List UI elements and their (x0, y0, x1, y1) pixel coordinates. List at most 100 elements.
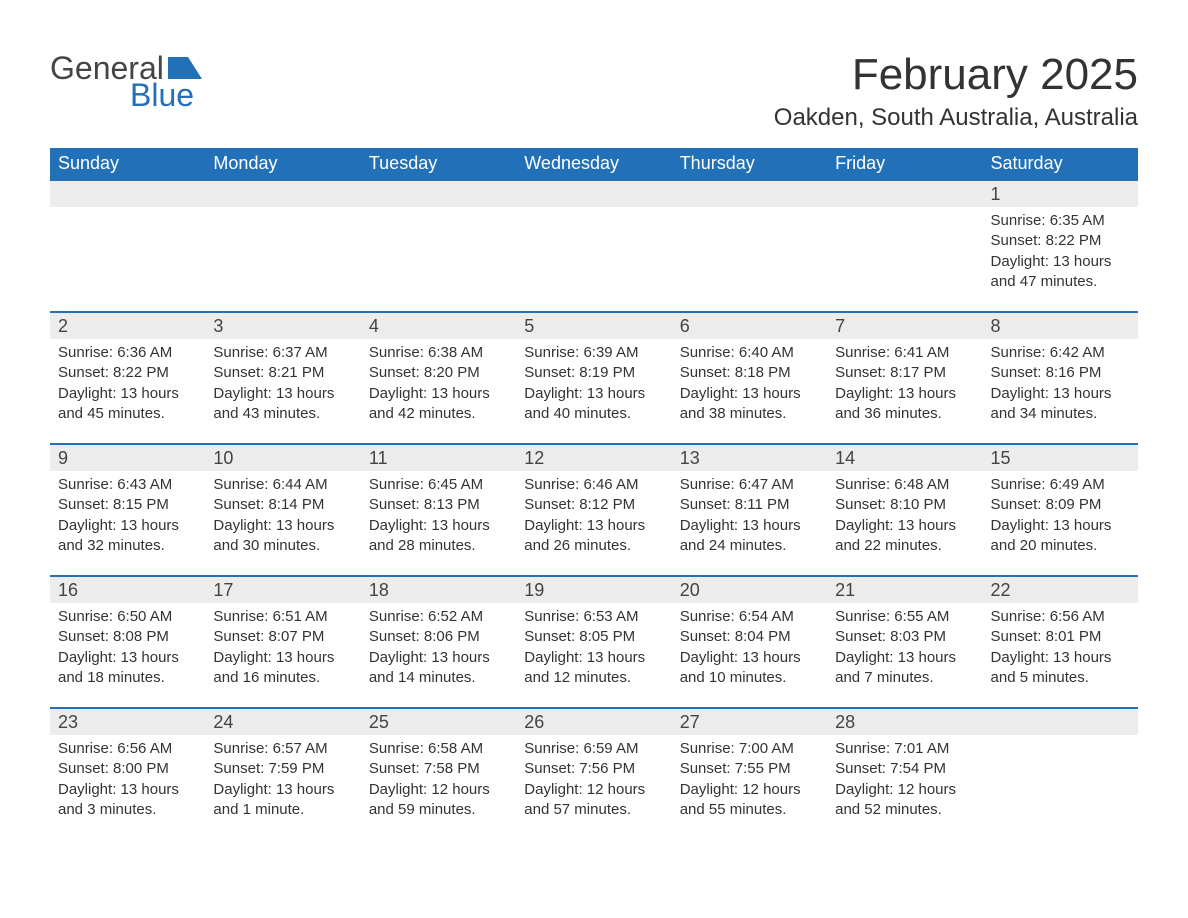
sunset-line: Sunset: 8:08 PM (58, 627, 197, 647)
day-number: 24 (205, 709, 360, 735)
sunset-line: Sunset: 8:11 PM (680, 495, 819, 515)
day-number: 4 (361, 313, 516, 339)
daylight-line: Daylight: 13 hours and 40 minutes. (524, 384, 663, 425)
day-number: 28 (827, 709, 982, 735)
daylight-line: Daylight: 13 hours and 45 minutes. (58, 384, 197, 425)
title-block: February 2025 Oakden, South Australia, A… (774, 50, 1138, 142)
day-cell: 27Sunrise: 7:00 AMSunset: 7:55 PMDayligh… (672, 708, 827, 840)
day-body (50, 207, 205, 217)
sunset-line: Sunset: 8:13 PM (369, 495, 508, 515)
sunset-line: Sunset: 8:03 PM (835, 627, 974, 647)
day-number: 9 (50, 445, 205, 471)
sunset-line: Sunset: 8:07 PM (213, 627, 352, 647)
day-number: 22 (983, 577, 1138, 603)
sunrise-line: Sunrise: 6:37 AM (213, 343, 352, 363)
day-body (827, 207, 982, 217)
daylight-line: Daylight: 13 hours and 24 minutes. (680, 516, 819, 557)
daylight-line: Daylight: 13 hours and 42 minutes. (369, 384, 508, 425)
day-cell: 25Sunrise: 6:58 AMSunset: 7:58 PMDayligh… (361, 708, 516, 840)
sunrise-line: Sunrise: 6:35 AM (991, 211, 1130, 231)
day-cell: 17Sunrise: 6:51 AMSunset: 8:07 PMDayligh… (205, 576, 360, 708)
sunrise-line: Sunrise: 6:57 AM (213, 739, 352, 759)
day-number: 8 (983, 313, 1138, 339)
day-cell: 5 Sunrise: 6:39 AMSunset: 8:19 PMDaylight… (516, 312, 671, 444)
sunset-line: Sunset: 8:09 PM (991, 495, 1130, 515)
day-cell: 16Sunrise: 6:50 AMSunset: 8:08 PMDayligh… (50, 576, 205, 708)
day-number: 5 (516, 313, 671, 339)
day-number (361, 181, 516, 207)
day-body: Sunrise: 6:43 AMSunset: 8:15 PMDaylight:… (50, 471, 205, 562)
sunset-line: Sunset: 8:15 PM (58, 495, 197, 515)
sunrise-line: Sunrise: 6:40 AM (680, 343, 819, 363)
col-saturday: Saturday (983, 148, 1138, 180)
day-body: Sunrise: 6:38 AMSunset: 8:20 PMDaylight:… (361, 339, 516, 430)
day-cell: 19Sunrise: 6:53 AMSunset: 8:05 PMDayligh… (516, 576, 671, 708)
day-body: Sunrise: 6:51 AMSunset: 8:07 PMDaylight:… (205, 603, 360, 694)
col-wednesday: Wednesday (516, 148, 671, 180)
sunset-line: Sunset: 8:10 PM (835, 495, 974, 515)
sunset-line: Sunset: 8:00 PM (58, 759, 197, 779)
sunrise-line: Sunrise: 6:51 AM (213, 607, 352, 627)
day-body: Sunrise: 6:45 AMSunset: 8:13 PMDaylight:… (361, 471, 516, 562)
sunset-line: Sunset: 8:04 PM (680, 627, 819, 647)
day-body: Sunrise: 6:37 AMSunset: 8:21 PMDaylight:… (205, 339, 360, 430)
day-cell: 11Sunrise: 6:45 AMSunset: 8:13 PMDayligh… (361, 444, 516, 576)
col-sunday: Sunday (50, 148, 205, 180)
day-body: Sunrise: 6:56 AMSunset: 8:01 PMDaylight:… (983, 603, 1138, 694)
sunrise-line: Sunrise: 6:55 AM (835, 607, 974, 627)
day-number: 25 (361, 709, 516, 735)
day-body (672, 207, 827, 217)
daylight-line: Daylight: 13 hours and 38 minutes. (680, 384, 819, 425)
day-cell: 10Sunrise: 6:44 AMSunset: 8:14 PMDayligh… (205, 444, 360, 576)
daylight-line: Daylight: 13 hours and 32 minutes. (58, 516, 197, 557)
sunset-line: Sunset: 8:17 PM (835, 363, 974, 383)
week-row: 16Sunrise: 6:50 AMSunset: 8:08 PMDayligh… (50, 576, 1138, 708)
daylight-line: Daylight: 13 hours and 12 minutes. (524, 648, 663, 689)
day-number: 18 (361, 577, 516, 603)
day-number: 1 (983, 181, 1138, 207)
day-body: Sunrise: 6:49 AMSunset: 8:09 PMDaylight:… (983, 471, 1138, 562)
col-thursday: Thursday (672, 148, 827, 180)
daylight-line: Daylight: 13 hours and 14 minutes. (369, 648, 508, 689)
sunrise-line: Sunrise: 6:50 AM (58, 607, 197, 627)
week-row: 1Sunrise: 6:35 AMSunset: 8:22 PMDaylight… (50, 180, 1138, 312)
sunrise-line: Sunrise: 6:56 AM (58, 739, 197, 759)
header: General Blue February 2025 Oakden, South… (50, 50, 1138, 142)
daylight-line: Daylight: 13 hours and 10 minutes. (680, 648, 819, 689)
day-number (50, 181, 205, 207)
day-body: Sunrise: 6:42 AMSunset: 8:16 PMDaylight:… (983, 339, 1138, 430)
sunrise-line: Sunrise: 6:39 AM (524, 343, 663, 363)
daylight-line: Daylight: 13 hours and 34 minutes. (991, 384, 1130, 425)
day-body: Sunrise: 6:47 AMSunset: 8:11 PMDaylight:… (672, 471, 827, 562)
day-body: Sunrise: 6:48 AMSunset: 8:10 PMDaylight:… (827, 471, 982, 562)
day-body (516, 207, 671, 217)
day-cell: 28Sunrise: 7:01 AMSunset: 7:54 PMDayligh… (827, 708, 982, 840)
day-cell (205, 180, 360, 312)
sunrise-line: Sunrise: 6:47 AM (680, 475, 819, 495)
day-cell: 15Sunrise: 6:49 AMSunset: 8:09 PMDayligh… (983, 444, 1138, 576)
day-body: Sunrise: 6:50 AMSunset: 8:08 PMDaylight:… (50, 603, 205, 694)
sunrise-line: Sunrise: 6:53 AM (524, 607, 663, 627)
day-number: 21 (827, 577, 982, 603)
day-body: Sunrise: 6:40 AMSunset: 8:18 PMDaylight:… (672, 339, 827, 430)
day-number: 17 (205, 577, 360, 603)
day-cell: 6Sunrise: 6:40 AMSunset: 8:18 PMDaylight… (672, 312, 827, 444)
col-monday: Monday (205, 148, 360, 180)
day-number: 20 (672, 577, 827, 603)
day-body: Sunrise: 6:58 AMSunset: 7:58 PMDaylight:… (361, 735, 516, 826)
daylight-line: Daylight: 12 hours and 57 minutes. (524, 780, 663, 821)
day-body: Sunrise: 6:53 AMSunset: 8:05 PMDaylight:… (516, 603, 671, 694)
day-cell (827, 180, 982, 312)
sunset-line: Sunset: 8:21 PM (213, 363, 352, 383)
day-cell: 12Sunrise: 6:46 AMSunset: 8:12 PMDayligh… (516, 444, 671, 576)
sunrise-line: Sunrise: 6:59 AM (524, 739, 663, 759)
day-cell: 4Sunrise: 6:38 AMSunset: 8:20 PMDaylight… (361, 312, 516, 444)
sunrise-line: Sunrise: 6:58 AM (369, 739, 508, 759)
sunset-line: Sunset: 7:58 PM (369, 759, 508, 779)
sunset-line: Sunset: 8:18 PM (680, 363, 819, 383)
daylight-line: Daylight: 13 hours and 28 minutes. (369, 516, 508, 557)
sunset-line: Sunset: 8:16 PM (991, 363, 1130, 383)
logo: General Blue (50, 50, 202, 114)
sunrise-line: Sunrise: 7:00 AM (680, 739, 819, 759)
sunset-line: Sunset: 8:19 PM (524, 363, 663, 383)
